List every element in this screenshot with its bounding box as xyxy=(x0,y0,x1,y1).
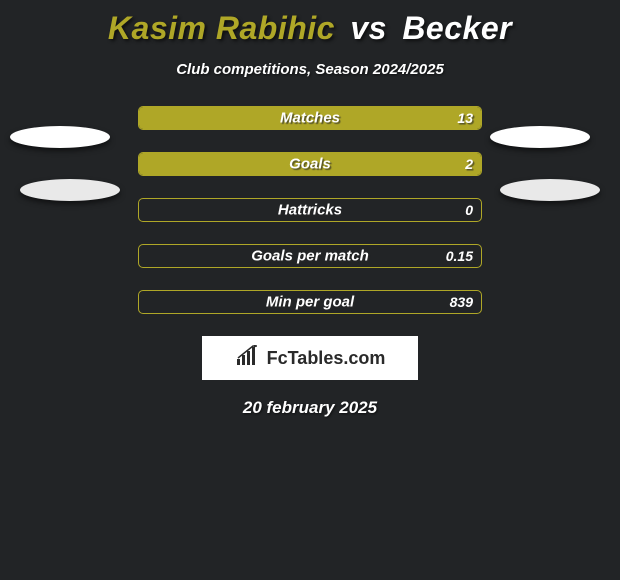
stat-label: Hattricks xyxy=(278,202,342,219)
stat-row: Goals per match 0.15 xyxy=(138,244,482,268)
stat-row: Goals 2 xyxy=(138,152,482,176)
subtitle: Club competitions, Season 2024/2025 xyxy=(0,61,620,78)
player1-name: Kasim Rabihic xyxy=(108,10,335,46)
decorative-ellipse xyxy=(500,179,600,201)
stat-value: 13 xyxy=(457,110,473,126)
stat-value: 839 xyxy=(450,294,473,310)
player2-name: Becker xyxy=(402,10,512,46)
source-logo: FcTables.com xyxy=(202,336,418,380)
stat-label: Goals xyxy=(289,156,331,173)
stat-value: 0.15 xyxy=(446,248,473,264)
stat-value: 0 xyxy=(465,202,473,218)
bar-chart-icon xyxy=(235,345,261,372)
decorative-ellipse xyxy=(490,126,590,148)
stats-chart: Matches 13 Goals 2 Hattricks 0 Goals per match… xyxy=(138,106,482,314)
logo-text: FcTables.com xyxy=(267,348,386,369)
stat-label: Goals per match xyxy=(251,248,369,265)
stat-row: Matches 13 xyxy=(138,106,482,130)
stat-row: Min per goal 839 xyxy=(138,290,482,314)
vs-text: vs xyxy=(350,10,387,46)
stat-label: Matches xyxy=(280,110,340,127)
stat-value: 2 xyxy=(465,156,473,172)
snapshot-date: 20 february 2025 xyxy=(0,398,620,418)
stat-label: Min per goal xyxy=(266,294,354,311)
decorative-ellipse xyxy=(20,179,120,201)
decorative-ellipse xyxy=(10,126,110,148)
comparison-title: Kasim Rabihic vs Becker xyxy=(0,0,620,47)
stat-row: Hattricks 0 xyxy=(138,198,482,222)
